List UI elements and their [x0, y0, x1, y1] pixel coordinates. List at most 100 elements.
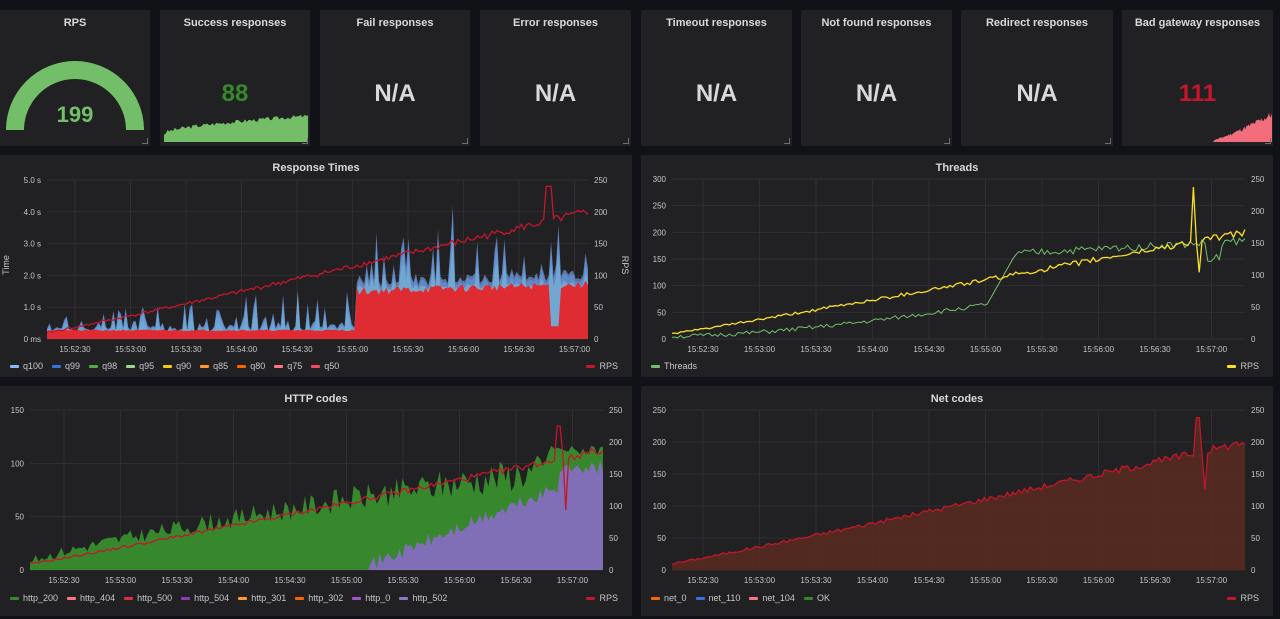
legend-label: q75 [287, 361, 303, 371]
legend-swatch [181, 596, 191, 600]
x-tick-label: 15:54:30 [281, 345, 313, 354]
legend-item-q100[interactable]: q100 [10, 361, 43, 371]
x-tick-label: 15:55:30 [392, 345, 424, 354]
y-tick-label-right: 0 [609, 566, 614, 575]
legend-swatch [311, 364, 321, 368]
x-tick-label: 15:56:00 [444, 576, 476, 585]
legend-label: net_0 [664, 593, 687, 603]
legend-label: q85 [213, 361, 229, 371]
x-tick-label: 15:53:30 [800, 345, 832, 354]
legend-swatch [126, 364, 136, 368]
resize-handle[interactable] [1105, 138, 1111, 144]
x-tick-label: 15:56:00 [1083, 576, 1115, 585]
x-tick-label: 15:53:00 [744, 345, 776, 354]
legend-item-q98[interactable]: q98 [89, 361, 117, 371]
y-tick-label: 50 [657, 534, 666, 543]
x-tick-label: 15:53:00 [105, 576, 137, 585]
y-tick-label-right: 0 [594, 335, 599, 344]
legend-swatch [52, 364, 62, 368]
resize-handle[interactable] [1265, 138, 1271, 144]
legend-item-http_302[interactable]: http_302 [295, 593, 343, 603]
resize-handle[interactable] [623, 138, 629, 144]
y-tick-label: 0 [662, 566, 667, 575]
legend-item-net_110[interactable]: net_110 [695, 593, 740, 603]
y-tick-label-right: 100 [594, 271, 608, 280]
x-tick-label: 15:55:30 [1026, 576, 1058, 585]
resize-handle[interactable] [302, 138, 308, 144]
y-tick-label: 5.0 s [24, 176, 41, 185]
x-tick-label: 15:55:00 [970, 345, 1002, 354]
panel-title: Redirect responses [985, 17, 1089, 29]
stat-value: N/A [374, 80, 416, 107]
x-tick-label: 15:57:00 [1196, 576, 1228, 585]
x-tick-label: 15:53:00 [744, 576, 776, 585]
panel-title: Response Times [272, 162, 360, 174]
resize-handle[interactable] [142, 138, 148, 144]
legend-item-http_502[interactable]: http_502 [399, 593, 447, 603]
y-tick-label: 50 [15, 513, 24, 522]
legend-label: RPS [599, 361, 618, 371]
legend-swatch [586, 364, 596, 368]
stat-panel-redirect: Redirect responses N/A [961, 10, 1113, 146]
panel-title: Net codes [930, 393, 984, 405]
legend-item-net_104[interactable]: net_104 [749, 593, 795, 603]
series-rps [29, 425, 604, 565]
legend-item-q80[interactable]: q80 [237, 361, 265, 371]
legend-right: RPS [1227, 593, 1259, 603]
x-tick-label: 15:53:30 [800, 576, 832, 585]
x-tick-label: 15:54:00 [857, 345, 889, 354]
legend-item-http_0[interactable]: http_0 [352, 593, 390, 603]
x-tick-label: 15:54:00 [857, 576, 889, 585]
legend-swatch [1227, 596, 1237, 600]
x-tick-label: 15:56:00 [1083, 345, 1115, 354]
legend-item-http_200[interactable]: http_200 [10, 593, 58, 603]
legend-item-q90[interactable]: q90 [163, 361, 191, 371]
y-tick-label-right: 150 [1251, 239, 1265, 248]
series-rps [671, 186, 1246, 335]
legend-item-http_504[interactable]: http_504 [181, 593, 229, 603]
legend-swatch [803, 596, 813, 600]
y-tick-label: 0 [20, 566, 25, 575]
legend-item-Threads[interactable]: Threads [651, 361, 697, 371]
y-tick-label: 150 [11, 406, 25, 415]
legend-item-q99[interactable]: q99 [52, 361, 80, 371]
resize-handle[interactable] [462, 138, 468, 144]
y-tick-label-right: 250 [609, 406, 623, 415]
y-tick-label: 0 [662, 335, 667, 344]
x-tick-label: 15:57:00 [557, 576, 589, 585]
legend-label: RPS [1240, 361, 1259, 371]
y-tick-label-right: 50 [1251, 303, 1260, 312]
y-tick-label-right: 0 [1251, 335, 1256, 344]
legend-item-http_301[interactable]: http_301 [238, 593, 286, 603]
stat-panel-success: Success responses 88 [160, 10, 310, 146]
rps-gauge [6, 61, 144, 131]
y-tick-label: 150 [653, 255, 667, 264]
y-tick-label-right: 100 [1251, 502, 1265, 511]
resize-handle[interactable] [784, 138, 790, 144]
net-codes-graph: 0 50 100 150 200 250 0 50 100 150 200 250 15:52:30 15… [653, 406, 1265, 585]
x-tick-label: 15:54:30 [913, 345, 945, 354]
legend-label: OK [816, 593, 830, 603]
stat-panel-bad-gateway: Bad gateway responses 111 [1122, 10, 1273, 146]
legend-item-OK[interactable]: OK [803, 593, 830, 603]
x-tick-label: 15:56:00 [448, 345, 480, 354]
x-tick-label: 15:52:30 [687, 576, 719, 585]
legend-item-q95[interactable]: q95 [126, 361, 154, 371]
x-tick-label: 15:55:00 [337, 345, 369, 354]
legend-item-http_404[interactable]: http_404 [67, 593, 115, 603]
legend-right: RPS [586, 593, 618, 603]
x-tick-label: 15:54:00 [218, 576, 250, 585]
resize-handle[interactable] [944, 138, 950, 144]
legend-item-q85[interactable]: q85 [200, 361, 228, 371]
legend-swatch [352, 596, 362, 600]
legend-item-q75[interactable]: q75 [274, 361, 302, 371]
legend: q100 q99 q98 q95 q90 q85 q80 q75 q50 [10, 361, 339, 371]
legend-item-q50[interactable]: q50 [311, 361, 339, 371]
legend-item-net_0[interactable]: net_0 [651, 593, 687, 603]
x-tick-label: 15:56:30 [500, 576, 532, 585]
legend-swatch [586, 596, 596, 600]
legend-item-http_500[interactable]: http_500 [124, 593, 172, 603]
y-tick-label: 250 [653, 202, 667, 211]
y-tick-label-right: 200 [1251, 207, 1265, 216]
y-tick-label-right: 100 [1251, 271, 1265, 280]
